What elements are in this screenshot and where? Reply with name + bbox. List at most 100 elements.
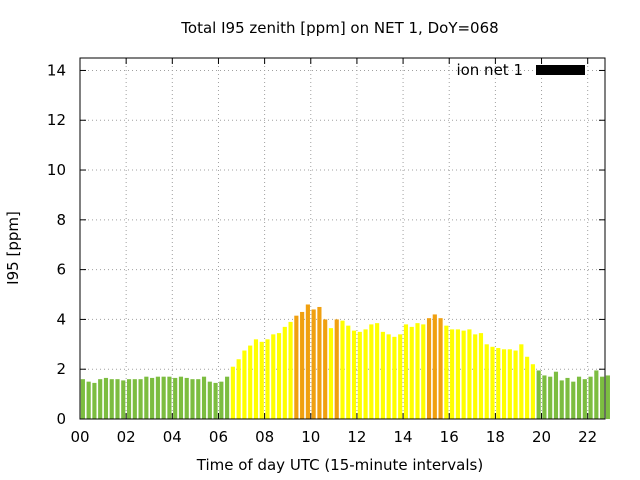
- bar: [242, 350, 247, 419]
- bar: [473, 334, 478, 419]
- bar: [548, 376, 553, 419]
- bar: [259, 341, 264, 419]
- x-tick-label: 12: [347, 428, 366, 446]
- bars: [80, 304, 610, 419]
- bar: [478, 333, 484, 419]
- x-tick-label: 22: [578, 428, 597, 446]
- bar: [265, 339, 270, 419]
- bar: [444, 325, 449, 419]
- y-tick-label: 6: [56, 261, 66, 279]
- bar: [530, 364, 535, 419]
- bar: [132, 379, 137, 419]
- grid: [80, 58, 605, 419]
- bar: [519, 344, 524, 419]
- y-tick-label: 8: [56, 211, 66, 229]
- bar: [594, 370, 599, 419]
- bar: [219, 381, 224, 419]
- bar: [92, 382, 97, 419]
- y-axis-label: I95 [ppm]: [4, 211, 22, 285]
- bar: [346, 325, 351, 419]
- legend: ion net 1: [456, 61, 585, 79]
- bar: [201, 376, 207, 419]
- bar: [80, 379, 85, 419]
- bar: [398, 334, 403, 419]
- bar: [300, 311, 305, 419]
- bar: [144, 376, 149, 419]
- bar: [103, 377, 109, 419]
- x-tick-label: 02: [117, 428, 136, 446]
- bar: [115, 379, 120, 419]
- bar: [305, 304, 310, 419]
- bar: [450, 329, 455, 419]
- bar: [334, 319, 339, 419]
- bar: [311, 309, 316, 419]
- y-tick-label: 4: [56, 310, 66, 328]
- bar: [553, 371, 559, 419]
- bar: [582, 379, 587, 419]
- bar: [328, 328, 334, 419]
- bar: [421, 324, 426, 419]
- x-tick-label: 14: [394, 428, 413, 446]
- y-tick-label: 14: [47, 61, 66, 79]
- bar: [225, 376, 230, 419]
- x-tick-label: 10: [301, 428, 320, 446]
- bar: [126, 379, 132, 419]
- bar: [207, 381, 212, 419]
- x-tick-label: 04: [163, 428, 182, 446]
- bar: [600, 376, 605, 419]
- bar: [432, 314, 437, 419]
- bar: [507, 349, 512, 419]
- ticks: [79, 58, 605, 420]
- bar: [369, 324, 374, 419]
- x-tick-label: 20: [532, 428, 551, 446]
- bar: [403, 324, 409, 419]
- bar: [178, 376, 184, 419]
- bar: [150, 377, 155, 419]
- bar: [455, 329, 460, 419]
- bar: [323, 319, 328, 419]
- bar: [409, 326, 414, 419]
- bar: [282, 326, 287, 419]
- bar: [294, 315, 299, 419]
- bar: [380, 331, 385, 419]
- bar: [190, 379, 195, 419]
- bar: [340, 320, 345, 419]
- bar: [386, 334, 391, 419]
- bar: [513, 350, 518, 419]
- bar: [467, 329, 472, 419]
- bar: [161, 376, 166, 419]
- bar: [461, 330, 466, 419]
- chart-title: Total I95 zenith [ppm] on NET 1, DoY=068: [180, 19, 498, 37]
- bar: [357, 331, 362, 419]
- legend-label: ion net 1: [456, 61, 523, 79]
- bar: [565, 377, 570, 419]
- bar: [109, 379, 114, 419]
- bar: [375, 323, 380, 419]
- y-tick-label: 12: [47, 111, 66, 129]
- x-tick-label: 00: [70, 428, 89, 446]
- x-axis-label: Time of day UTC (15-minute intervals): [196, 456, 483, 474]
- bar: [236, 359, 241, 419]
- bar: [605, 375, 610, 419]
- bar: [426, 318, 432, 419]
- bar: [155, 376, 160, 419]
- y-tick-label: 0: [56, 410, 66, 428]
- bar: [588, 376, 593, 419]
- bar: [248, 345, 253, 419]
- bar: [276, 333, 282, 419]
- bar: [271, 334, 276, 419]
- bar: [536, 370, 541, 419]
- bar: [490, 346, 495, 419]
- bar: [196, 379, 201, 419]
- bar: [351, 330, 357, 419]
- bar: [230, 366, 235, 419]
- bar: [501, 349, 507, 419]
- bar: [496, 348, 501, 419]
- y-tick-label: 2: [56, 360, 66, 378]
- bar: [484, 344, 489, 419]
- bar: [525, 356, 530, 419]
- y-tick-label: 10: [47, 161, 66, 179]
- bar: [392, 336, 397, 419]
